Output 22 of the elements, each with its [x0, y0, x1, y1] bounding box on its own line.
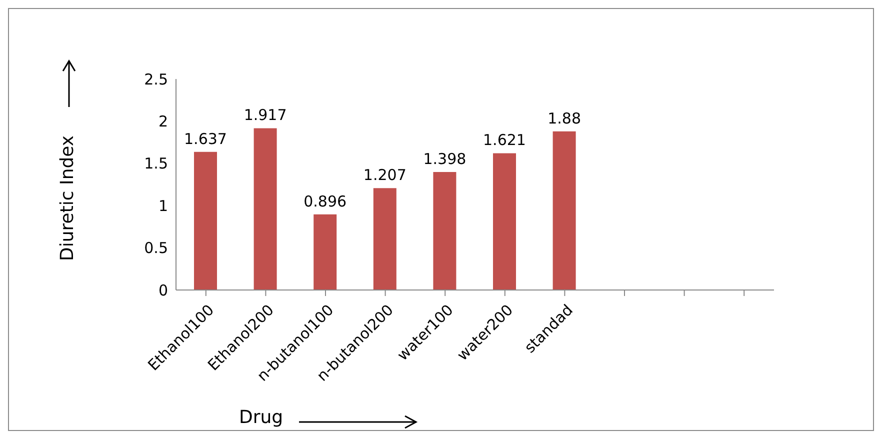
data-label: 1.398 — [423, 150, 466, 168]
data-label: 1.621 — [483, 131, 526, 150]
y-tick-label: 0.5 — [144, 239, 168, 258]
bar — [433, 172, 456, 290]
bar — [254, 128, 277, 290]
bar — [194, 152, 217, 290]
data-label: 1.637 — [184, 130, 227, 148]
data-label: 1.207 — [363, 166, 406, 184]
bar — [314, 214, 337, 290]
y-axis-title: Diuretic Index — [57, 135, 78, 261]
data-label: 0.896 — [304, 192, 347, 210]
y-tick-label: 2 — [158, 112, 168, 131]
y-tick-label: 1.5 — [144, 154, 168, 173]
data-label: 1.88 — [548, 109, 582, 128]
y-tick-label: 2.5 — [144, 70, 168, 88]
bar — [373, 188, 396, 290]
y-tick-label: 0 — [158, 281, 168, 300]
bar — [493, 153, 516, 290]
data-label: 1.917 — [244, 106, 287, 124]
x-axis-title: Drug — [239, 407, 284, 428]
bar — [552, 131, 576, 290]
y-tick-label: 1 — [158, 196, 168, 215]
